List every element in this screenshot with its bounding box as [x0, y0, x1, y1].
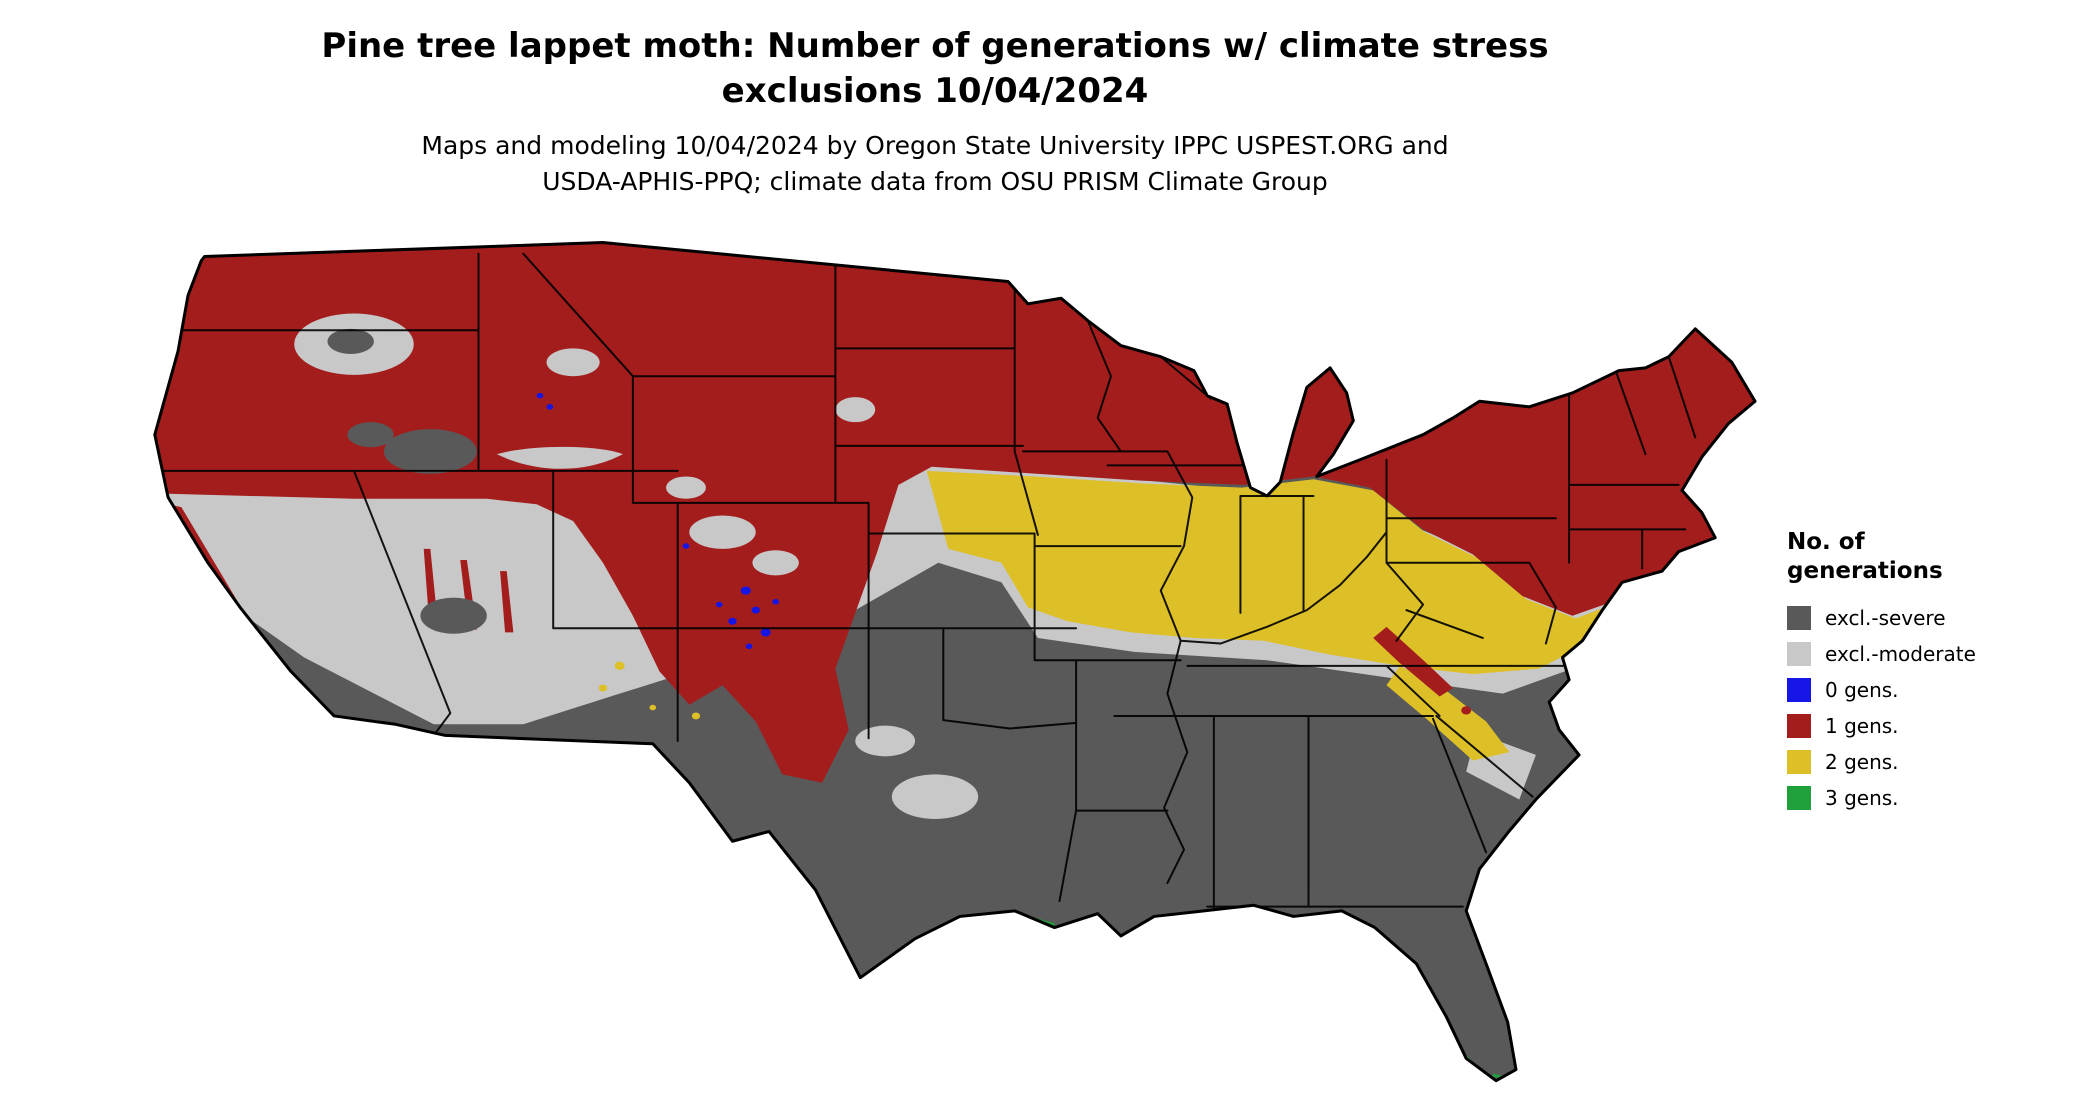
region-2-gens-appalachia [1386, 665, 1510, 761]
map-legend: No. of generations excl.-severe excl.-mo… [1787, 528, 2087, 816]
region-1-gens-socal-dot [300, 690, 309, 698]
region-1-gens-blue-ridge-dot [1461, 706, 1472, 715]
legend-item-0-gens: 0 gens. [1787, 672, 2087, 708]
legend-label-excl-severe: excl.-severe [1825, 605, 1946, 630]
legend-item-excl-moderate: excl.-moderate [1787, 636, 2087, 672]
legend-label-excl-moderate: excl.-moderate [1825, 641, 1976, 666]
state-borders [155, 251, 1695, 908]
legend-items: excl.-severe excl.-moderate 0 gens. 1 ge… [1787, 600, 2087, 816]
legend-item-1-gens: 1 gens. [1787, 708, 2087, 744]
region-excl-moderate-west-texas2 [855, 725, 916, 757]
legend-swatch-2-gens [1787, 749, 1811, 774]
us-outline [155, 243, 1755, 1081]
legend-title-line1: No. of [1787, 529, 1865, 555]
legend-item-3-gens: 3 gens. [1787, 780, 2087, 816]
legend-item-excl-severe: excl.-severe [1787, 600, 2087, 636]
figure-title: Pine tree lappet moth: Number of generat… [0, 24, 1870, 114]
legend-label-0-gens: 0 gens. [1825, 677, 1899, 702]
legend-item-2-gens: 2 gens. [1787, 744, 2087, 780]
region-excl-moderate-west-texas [891, 774, 979, 819]
legend-title-line2: generations [1787, 557, 1943, 584]
figure-title-line1: Pine tree lappet moth: Number of generat… [321, 26, 1549, 66]
figure-subtitle-line1: Maps and modeling 10/04/2024 by Oregon S… [421, 131, 1449, 160]
legend-label-3-gens: 3 gens. [1825, 785, 1899, 810]
legend-title: No. of generations [1787, 528, 2087, 586]
legend-label-1-gens: 1 gens. [1825, 713, 1899, 738]
us-choropleth-map [105, 198, 1765, 1103]
map-raster-regions [154, 242, 1756, 1081]
region-0-gens-specks [536, 392, 779, 650]
figure-subtitle-line2: USDA-APHIS-PPQ; climate data from OSU PR… [542, 166, 1328, 196]
legend-swatch-3-gens [1787, 785, 1811, 810]
region-excl-patches-west [294, 313, 876, 634]
us-map-container [105, 198, 1765, 1103]
legend-swatch-0-gens [1787, 677, 1811, 702]
figure-subtitle: Maps and modeling 10/04/2024 by Oregon S… [0, 128, 1870, 199]
legend-label-2-gens: 2 gens. [1825, 749, 1899, 774]
region-1-gens-appalachian-ridge [1373, 626, 1453, 697]
legend-swatch-1-gens [1787, 713, 1811, 738]
legend-swatch-excl-severe [1787, 605, 1811, 630]
legend-swatch-excl-moderate [1787, 641, 1811, 666]
figure-title-line2: exclusions 10/04/2024 [721, 70, 1149, 111]
